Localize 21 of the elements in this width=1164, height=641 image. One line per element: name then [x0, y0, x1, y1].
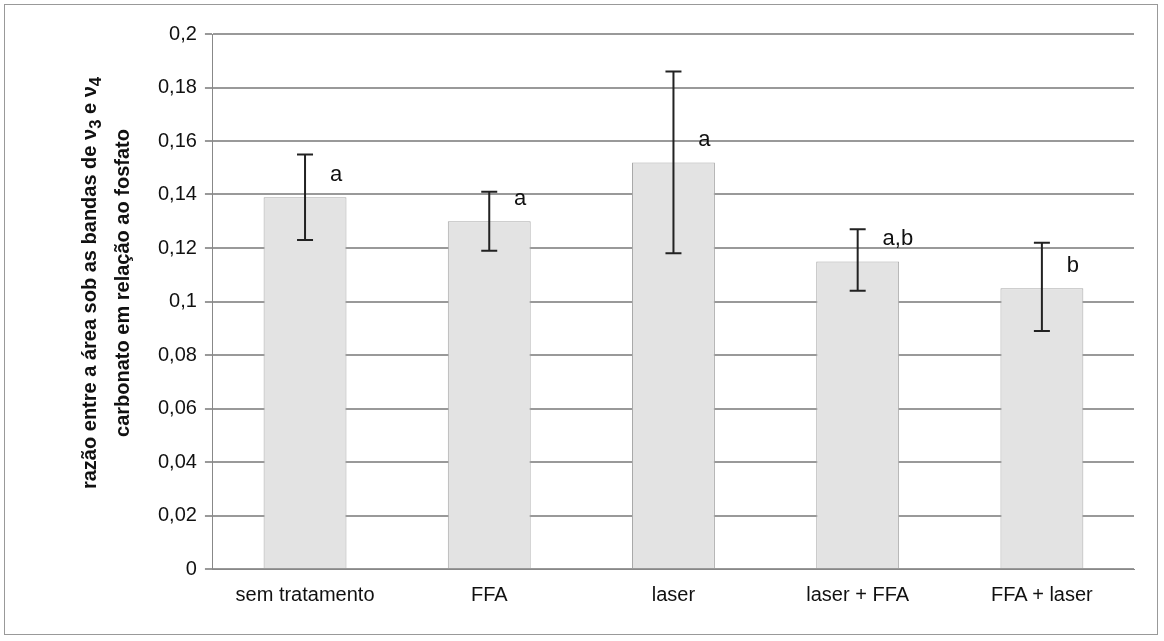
x-tick-label: sem tratamento	[235, 582, 375, 605]
annotation: a	[514, 185, 528, 211]
y-tick-label: 0,12	[157, 235, 197, 258]
x-tick-label: FFA + laser	[991, 582, 1094, 605]
annotation: a,b	[882, 225, 914, 251]
annotation: a	[698, 126, 712, 152]
y-tick-label: 0,02	[157, 503, 197, 526]
y-tick-label: 0,08	[157, 342, 197, 365]
y-tick-label: 0,18	[157, 75, 197, 98]
y-tick-label: 0,16	[157, 128, 197, 151]
x-tick-label: FFA	[470, 582, 509, 605]
y-tick-label: 0,06	[157, 396, 197, 419]
y-tick-label: 0,1	[169, 289, 197, 312]
y-tick-label: 0	[185, 556, 197, 579]
y-tick-label: 0,2	[169, 21, 197, 44]
y-tick-label: 0,04	[157, 449, 197, 472]
x-tick-label: laser + FFA	[806, 582, 910, 605]
annotation: b	[1066, 252, 1080, 278]
annotation: a	[329, 161, 343, 187]
x-tick-label: laser	[651, 582, 696, 605]
y-tick-label: 0,14	[157, 182, 197, 205]
